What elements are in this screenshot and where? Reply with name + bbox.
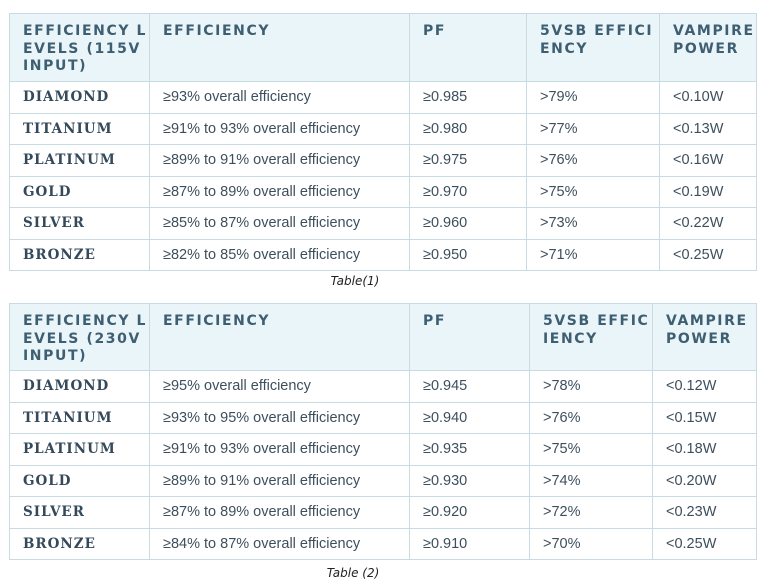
vampire-cell: <0.19W bbox=[659, 175, 757, 208]
5vsb-cell: >76% bbox=[529, 401, 653, 434]
5vsb-cell: >73% bbox=[526, 207, 660, 240]
vampire-cell: <0.15W bbox=[652, 401, 757, 434]
efficiency-cell: ≥84% to 87% overall efficiency bbox=[149, 527, 410, 560]
level-cell: TITANIUM bbox=[9, 112, 150, 145]
efficiency-cell: ≥89% to 91% overall efficiency bbox=[149, 464, 410, 497]
level-cell: PLATINUM bbox=[9, 144, 150, 177]
efficiency-table-230v: EFFICIENCY LEVELS (230V INPUT) EFFICIENC… bbox=[9, 303, 757, 560]
header-efficiency-levels: EFFICIENCY LEVELS (115V INPUT) bbox=[9, 13, 150, 82]
efficiency-table-115v: EFFICIENCY LEVELS (115V INPUT) EFFICIENC… bbox=[9, 13, 757, 271]
vampire-cell: <0.20W bbox=[652, 464, 757, 497]
efficiency-cell: ≥91% to 93% overall efficiency bbox=[149, 433, 410, 466]
vampire-cell: <0.25W bbox=[652, 527, 757, 560]
header-pf: PF bbox=[409, 13, 527, 82]
level-cell: BRONZE bbox=[9, 527, 150, 560]
5vsb-cell: >72% bbox=[529, 496, 653, 529]
vampire-cell: <0.23W bbox=[652, 496, 757, 529]
vampire-cell: <0.16W bbox=[659, 144, 757, 177]
level-cell: PLATINUM bbox=[9, 433, 150, 466]
level-cell: SILVER bbox=[9, 496, 150, 529]
level-cell: TITANIUM bbox=[9, 401, 150, 434]
header-vampire-power: VAMPIRE POWER bbox=[659, 13, 757, 82]
header-efficiency-levels: EFFICIENCY LEVELS (230V INPUT) bbox=[9, 303, 150, 371]
pf-cell: ≥0.970 bbox=[409, 175, 527, 208]
table-row: BRONZE ≥82% to 85% overall efficiency ≥0… bbox=[9, 238, 757, 271]
table-header-row: EFFICIENCY LEVELS (230V INPUT) EFFICIENC… bbox=[9, 303, 757, 371]
pf-cell: ≥0.940 bbox=[409, 401, 530, 434]
header-efficiency: EFFICIENCY bbox=[149, 303, 410, 371]
efficiency-cell: ≥89% to 91% overall efficiency bbox=[149, 144, 410, 177]
vampire-cell: <0.13W bbox=[659, 112, 757, 145]
efficiency-cell: ≥91% to 93% overall efficiency bbox=[149, 112, 410, 145]
vampire-cell: <0.18W bbox=[652, 433, 757, 466]
table-row: PLATINUM ≥89% to 91% overall efficiency … bbox=[9, 144, 757, 177]
level-cell: SILVER bbox=[9, 207, 150, 240]
table-row: TITANIUM ≥93% to 95% overall efficiency … bbox=[9, 401, 757, 434]
pf-cell: ≥0.985 bbox=[409, 81, 527, 114]
pf-cell: ≥0.945 bbox=[409, 370, 530, 403]
table-row: DIAMOND ≥93% overall efficiency ≥0.985 >… bbox=[9, 81, 757, 114]
table-row: DIAMOND ≥95% overall efficiency ≥0.945 >… bbox=[9, 370, 757, 403]
table-row: PLATINUM ≥91% to 93% overall efficiency … bbox=[9, 433, 757, 466]
vampire-cell: <0.10W bbox=[659, 81, 757, 114]
5vsb-cell: >74% bbox=[529, 464, 653, 497]
level-cell: DIAMOND bbox=[9, 81, 150, 114]
table-row: TITANIUM ≥91% to 93% overall efficiency … bbox=[9, 112, 757, 145]
level-cell: BRONZE bbox=[9, 238, 150, 271]
efficiency-cell: ≥93% overall efficiency bbox=[149, 81, 410, 114]
level-cell: GOLD bbox=[9, 464, 150, 497]
vampire-cell: <0.22W bbox=[659, 207, 757, 240]
pf-cell: ≥0.980 bbox=[409, 112, 527, 145]
5vsb-cell: >77% bbox=[526, 112, 660, 145]
table-row: SILVER ≥87% to 89% overall efficiency ≥0… bbox=[9, 496, 757, 529]
pf-cell: ≥0.960 bbox=[409, 207, 527, 240]
pf-cell: ≥0.910 bbox=[409, 527, 530, 560]
efficiency-cell: ≥87% to 89% overall efficiency bbox=[149, 496, 410, 529]
header-5vsb-efficiency: 5VSB EFFICIENCY bbox=[526, 13, 660, 82]
header-efficiency: EFFICIENCY bbox=[149, 13, 410, 82]
pf-cell: ≥0.950 bbox=[409, 238, 527, 271]
vampire-cell: <0.12W bbox=[652, 370, 757, 403]
table-row: BRONZE ≥84% to 87% overall efficiency ≥0… bbox=[9, 527, 757, 560]
pf-cell: ≥0.920 bbox=[409, 496, 530, 529]
header-5vsb-efficiency: 5VSB EFFICIENCY bbox=[529, 303, 653, 371]
vampire-cell: <0.25W bbox=[659, 238, 757, 271]
efficiency-cell: ≥95% overall efficiency bbox=[149, 370, 410, 403]
header-pf: PF bbox=[409, 303, 530, 371]
pf-cell: ≥0.975 bbox=[409, 144, 527, 177]
efficiency-cell: ≥93% to 95% overall efficiency bbox=[149, 401, 410, 434]
table-row: GOLD ≥89% to 91% overall efficiency ≥0.9… bbox=[9, 464, 757, 497]
table-caption-1: Table(1) bbox=[330, 274, 380, 288]
5vsb-cell: >71% bbox=[526, 238, 660, 271]
table-row: GOLD ≥87% to 89% overall efficiency ≥0.9… bbox=[9, 175, 757, 208]
efficiency-cell: ≥82% to 85% overall efficiency bbox=[149, 238, 410, 271]
table-caption-2: Table (2) bbox=[326, 566, 380, 580]
level-cell: GOLD bbox=[9, 175, 150, 208]
header-vampire-power: VAMPIRE POWER bbox=[652, 303, 757, 371]
table-header-row: EFFICIENCY LEVELS (115V INPUT) EFFICIENC… bbox=[9, 13, 757, 82]
table-row: SILVER ≥85% to 87% overall efficiency ≥0… bbox=[9, 207, 757, 240]
5vsb-cell: >75% bbox=[529, 433, 653, 466]
efficiency-cell: ≥87% to 89% overall efficiency bbox=[149, 175, 410, 208]
5vsb-cell: >78% bbox=[529, 370, 653, 403]
5vsb-cell: >75% bbox=[526, 175, 660, 208]
5vsb-cell: >79% bbox=[526, 81, 660, 114]
pf-cell: ≥0.935 bbox=[409, 433, 530, 466]
pf-cell: ≥0.930 bbox=[409, 464, 530, 497]
efficiency-cell: ≥85% to 87% overall efficiency bbox=[149, 207, 410, 240]
5vsb-cell: >76% bbox=[526, 144, 660, 177]
level-cell: DIAMOND bbox=[9, 370, 150, 403]
5vsb-cell: >70% bbox=[529, 527, 653, 560]
